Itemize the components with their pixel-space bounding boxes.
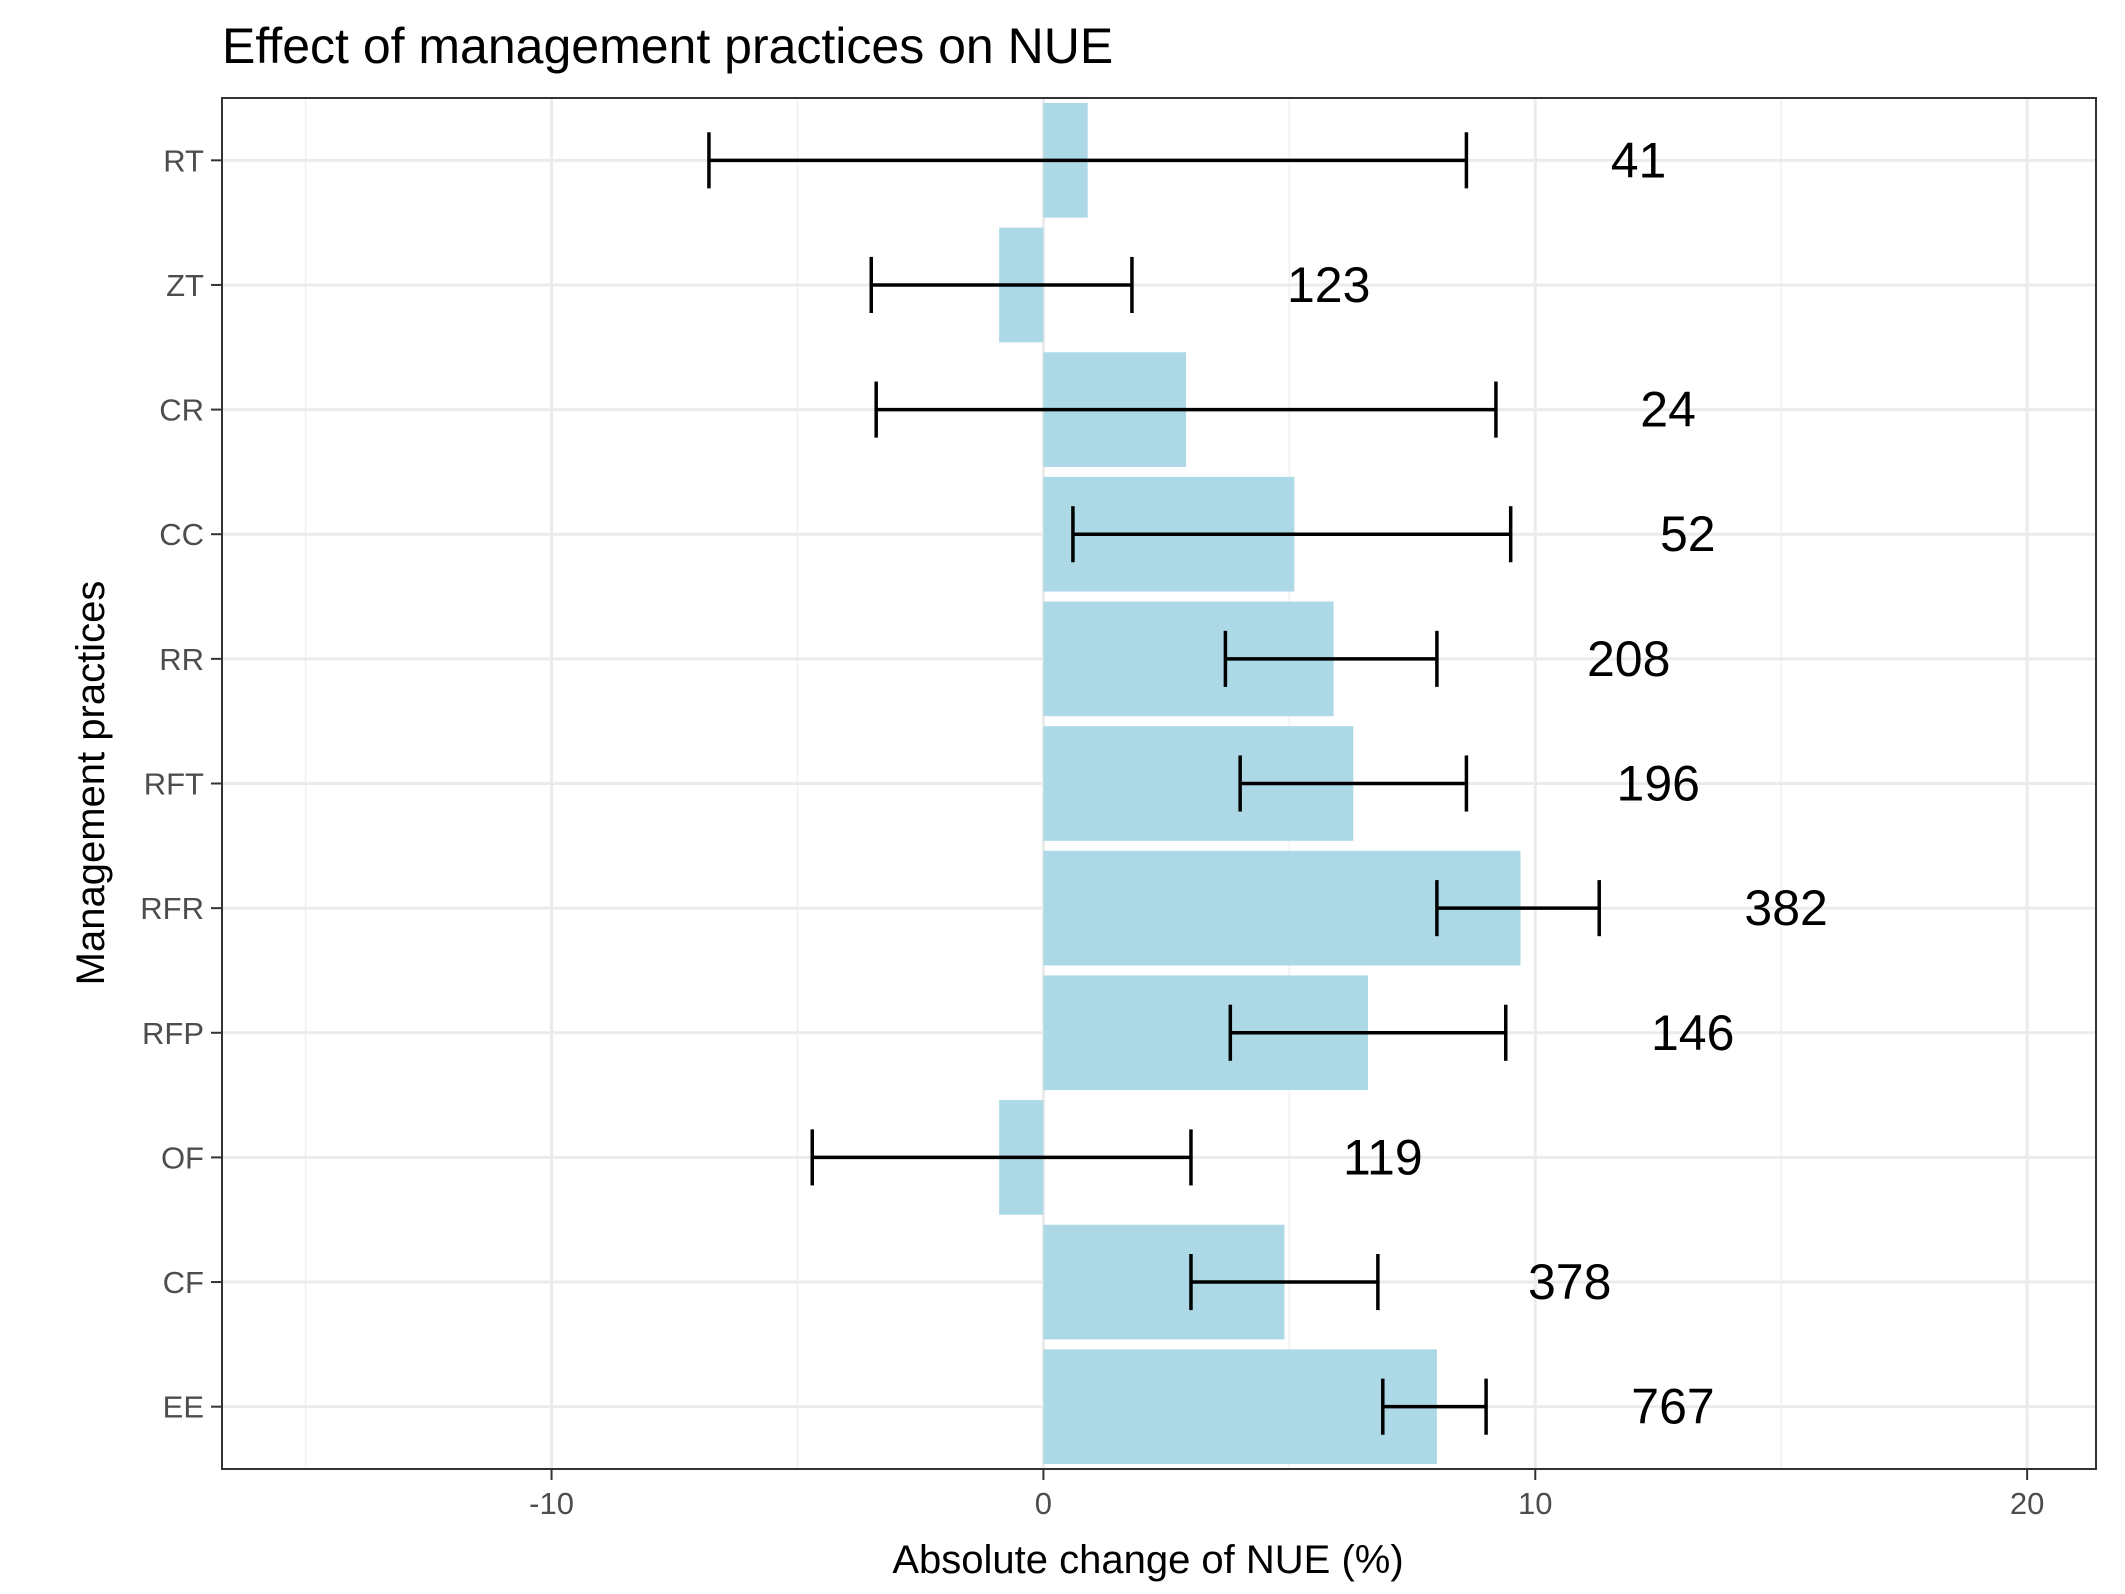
error-bar-ee (1381, 1378, 1488, 1435)
x-axis-title: Absolute change of NUE (%) (892, 1538, 1403, 1582)
y-tick-label: RFP (142, 1016, 204, 1051)
count-label-cc: 52 (1660, 506, 1716, 562)
y-tick-label: ZT (166, 268, 204, 303)
y-tick-label: RFT (144, 767, 204, 802)
x-tick-label: 0 (1035, 1486, 1052, 1521)
y-tick-label: CF (163, 1265, 204, 1300)
error-bars (707, 132, 1601, 1435)
error-bar-rfr (1435, 880, 1601, 937)
y-tick-label: EE (163, 1390, 204, 1425)
y-tick-label: RFR (140, 891, 204, 926)
y-axis-title: Management practices (69, 581, 113, 986)
error-bar-cr (874, 381, 1498, 438)
error-bar-zt (869, 256, 1134, 313)
count-label-of: 119 (1343, 1129, 1423, 1185)
chart-title: Effect of management practices on NUE (222, 18, 1113, 74)
count-label-zt: 123 (1287, 257, 1370, 313)
x-tick-label: -10 (529, 1486, 574, 1521)
error-bar-rft (1238, 755, 1469, 812)
y-tick-label: CC (159, 517, 204, 552)
bar-ee (1043, 1349, 1437, 1465)
error-bar-cc (1071, 506, 1513, 563)
y-tick-label: OF (161, 1140, 204, 1175)
error-bar-of (810, 1129, 1193, 1186)
y-axis: RT ZT CR CC RR RFT RFR RFP OF CF EE (140, 143, 222, 1425)
count-label-ee: 767 (1631, 1379, 1714, 1435)
count-label-cr: 24 (1640, 382, 1696, 438)
error-bar-rt (707, 132, 1469, 189)
error-bar-rfp (1228, 1004, 1508, 1061)
y-tick-label: RR (159, 642, 204, 677)
count-label-rr: 208 (1587, 631, 1670, 687)
count-label-rt: 41 (1611, 132, 1667, 188)
count-label-rfr: 382 (1744, 880, 1827, 936)
error-bar-rr (1223, 630, 1439, 687)
x-tick-label: 20 (2010, 1486, 2044, 1521)
x-tick-label: 10 (1518, 1486, 1552, 1521)
count-label-cf: 378 (1528, 1254, 1611, 1310)
count-label-rfp: 146 (1651, 1005, 1734, 1061)
y-tick-label: CR (159, 393, 204, 428)
count-label-rft: 196 (1617, 756, 1700, 812)
error-bar-cf (1189, 1254, 1380, 1311)
y-tick-label: RT (163, 143, 204, 178)
x-axis: -10 0 10 20 (529, 1469, 2044, 1521)
count-labels: 41 123 24 52 208 196 382 146 119 378 767 (1287, 132, 1828, 1434)
